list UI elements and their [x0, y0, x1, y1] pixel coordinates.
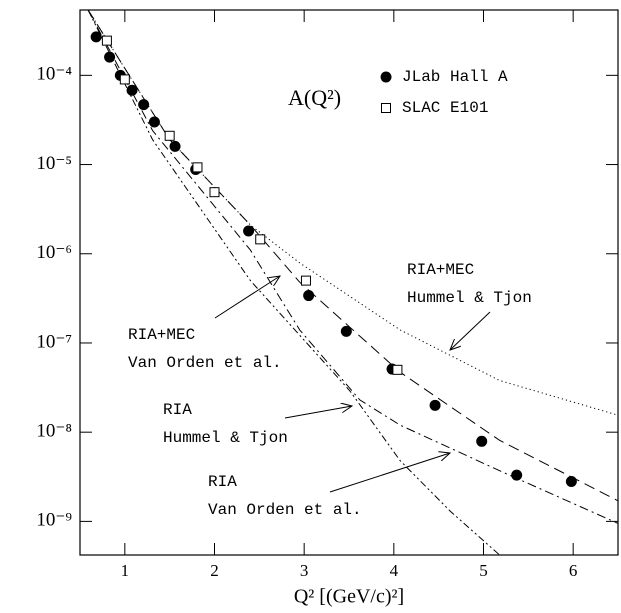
y-tick-label: 10⁻⁷ — [36, 331, 72, 352]
theory-curve — [87, 9, 500, 556]
annotation-arrow — [450, 311, 491, 350]
data-point — [255, 234, 266, 245]
data-point — [243, 225, 255, 237]
data-point — [169, 140, 181, 152]
data-point — [340, 325, 352, 337]
x-axis-label: Q² [(GeV/c)²] — [294, 586, 404, 608]
theory-curve — [87, 9, 619, 416]
plot-frame — [79, 9, 619, 556]
annotation: Van Orden et al. — [208, 501, 362, 519]
data-point — [138, 99, 150, 111]
annotation: RIA+MEC — [407, 261, 474, 279]
theory-curve — [87, 9, 619, 502]
x-tick-label: 2 — [210, 561, 219, 580]
y-tick-label: 10⁻⁶ — [36, 242, 72, 263]
annotation: Hummel & Tjon — [407, 289, 532, 307]
legend-label: JLab Hall A — [402, 68, 508, 86]
legend-marker — [381, 103, 391, 113]
x-tick-label: 4 — [390, 561, 399, 580]
data-point — [104, 51, 116, 63]
data-point — [164, 130, 175, 141]
data-point — [300, 275, 311, 286]
data-point — [429, 399, 441, 411]
annotation-arrow — [284, 406, 352, 419]
data-point — [565, 475, 577, 487]
legend-label: SLAC E101 — [402, 99, 488, 117]
data-point — [90, 31, 102, 43]
y-tick-label: 10⁻⁹ — [36, 510, 72, 531]
inner-label: A(Q²) — [288, 85, 341, 110]
annotation: RIA — [208, 473, 237, 491]
annotation: RIA+MEC — [128, 326, 195, 344]
x-tick-label: 5 — [479, 561, 488, 580]
y-tick-label: 10⁻⁴ — [36, 64, 72, 85]
data-point — [209, 187, 220, 198]
y-tick-label: 10⁻⁵ — [36, 153, 72, 174]
theory-curve — [87, 9, 619, 524]
annotation-arrow — [214, 276, 280, 319]
legend-marker — [380, 71, 392, 83]
annotation: RIA — [163, 401, 192, 419]
annotation: Hummel & Tjon — [163, 429, 288, 447]
data-point — [476, 435, 488, 447]
data-point — [392, 364, 403, 375]
y-tick-label: 10⁻⁸ — [36, 421, 72, 442]
annotation-arrow — [329, 453, 450, 493]
data-point — [192, 162, 203, 173]
data-point — [101, 35, 112, 46]
data-point — [148, 116, 160, 128]
data-point — [126, 84, 138, 96]
x-tick-label: 1 — [121, 561, 130, 580]
data-point — [511, 469, 523, 481]
data-point — [303, 290, 315, 302]
x-tick-label: 6 — [569, 561, 578, 580]
data-point — [119, 74, 130, 85]
annotation: Van Orden et al. — [128, 354, 282, 372]
x-tick-label: 3 — [300, 561, 309, 580]
